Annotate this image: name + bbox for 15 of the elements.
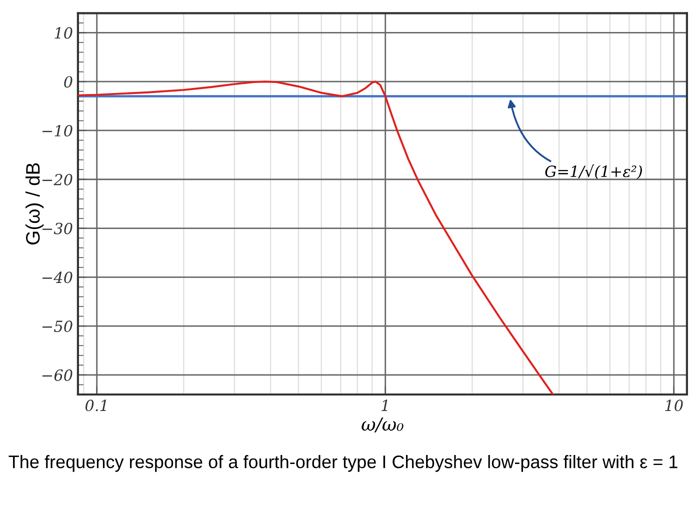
y-tick-label: −10 xyxy=(42,124,72,137)
text: The frequency response of a fourth-order type I Chebyshev low-pass filter with ε = 1 xyxy=(8,454,678,472)
y-tick-label: −40 xyxy=(42,272,72,284)
y-axis-title: G(ω) / dB xyxy=(26,163,44,244)
y-tick-label: −50 xyxy=(42,320,72,332)
annotation: G=1/√(1+ε²) xyxy=(545,164,642,180)
y-tick-label: −30 xyxy=(42,222,72,234)
x-axis-title: ω/ω₀ xyxy=(362,417,404,432)
y-tick-label: −20 xyxy=(42,174,72,186)
x-tick-label: 1 xyxy=(382,400,388,411)
y-tick-label: −60 xyxy=(42,369,72,381)
x-tick-label: 10 xyxy=(665,400,683,412)
y-tick-label: 10 xyxy=(54,27,72,39)
y-tick-label: 0 xyxy=(64,76,72,88)
x-tick-label: 0.1 xyxy=(85,400,106,412)
